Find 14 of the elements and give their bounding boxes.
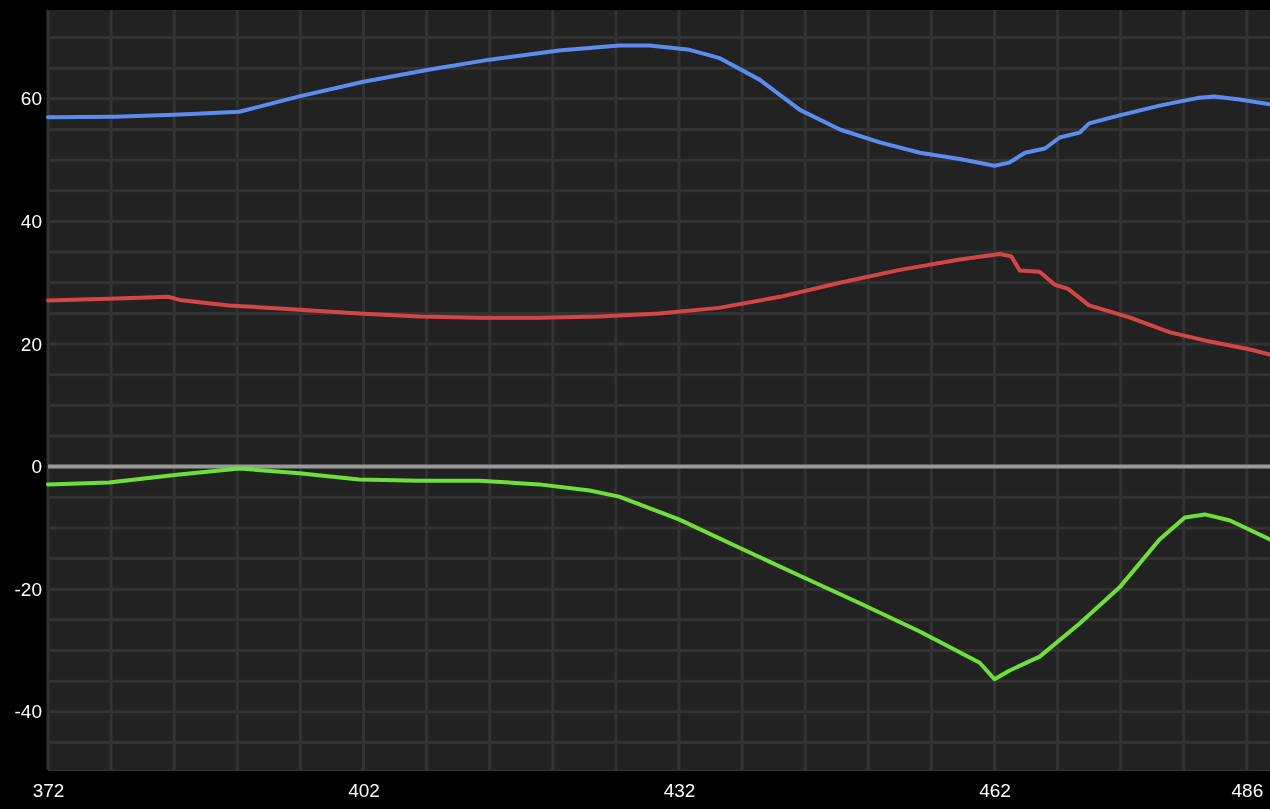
x-tick-label: 486 [1231, 780, 1264, 802]
y-tick-label: 0 [31, 456, 42, 478]
y-tick-label: -20 [14, 578, 42, 600]
y-tick-label: 60 [20, 88, 42, 110]
y-tick-label: 20 [20, 333, 42, 355]
line-series [46, 251, 1270, 357]
x-tick-label: 372 [32, 780, 65, 802]
x-tick-label: 402 [348, 780, 380, 802]
x-tick-label: 432 [663, 780, 696, 802]
y-tick-label: -40 [14, 701, 42, 723]
line-series [46, 43, 1270, 168]
y-tick-label: 40 [20, 211, 42, 233]
x-tick-label: 462 [979, 780, 1011, 802]
line-series [46, 466, 1270, 682]
